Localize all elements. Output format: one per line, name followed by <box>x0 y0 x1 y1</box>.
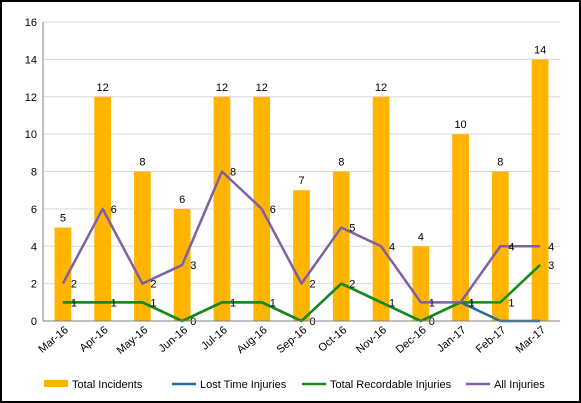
y-tick-label: 8 <box>31 167 37 179</box>
line-data-label: 1 <box>111 297 117 309</box>
line-data-label: 6 <box>111 204 117 216</box>
line-all-injuries <box>61 170 541 304</box>
line-data-label: 1 <box>429 297 435 309</box>
x-tick-label: Mar-16 <box>36 324 70 356</box>
x-tick-label: Sep-16 <box>275 324 310 356</box>
line-data-label: 4 <box>389 241 395 253</box>
y-tick-label: 0 <box>31 316 37 328</box>
y-tick-label: 2 <box>31 279 37 291</box>
bar-data-label: 14 <box>534 44 546 56</box>
x-tick-label: Feb-17 <box>474 324 508 356</box>
line-data-label: 1 <box>150 297 156 309</box>
x-tick-label: Dec-16 <box>394 324 429 356</box>
line-data-label: 3 <box>548 260 554 272</box>
line-data-label: 6 <box>270 204 276 216</box>
legend-label-total-incidents: Total Incidents <box>72 379 143 391</box>
line-data-label: 8 <box>230 167 236 179</box>
bar-total-incidents-Mar-16 <box>54 227 72 321</box>
bar-total-incidents-Mar-17 <box>531 59 549 321</box>
x-tick-label: May-16 <box>115 324 151 357</box>
line-data-label: 1 <box>508 297 514 309</box>
line-data-label: 0 <box>190 316 196 328</box>
x-tick-label: Oct-16 <box>316 324 349 354</box>
bar-total-incidents-May-16 <box>134 171 151 321</box>
bar-total-incidents-Jul-16 <box>213 96 231 321</box>
bar-total-incidents-Sep-16 <box>293 190 310 321</box>
bar-data-label: 12 <box>256 82 268 94</box>
bar-data-label: 12 <box>97 82 109 94</box>
line-data-label: 1 <box>469 297 475 309</box>
x-tick-label: Jul-16 <box>199 324 230 352</box>
line-data-label: 0 <box>429 316 435 328</box>
y-tick-label: 12 <box>25 92 37 104</box>
bar-data-label: 7 <box>298 175 304 187</box>
bar-total-incidents-Nov-16 <box>372 96 390 321</box>
line-data-label: 2 <box>310 279 316 291</box>
bar-total-incidents-Oct-16 <box>332 171 350 321</box>
line-data-label: 4 <box>548 241 554 253</box>
bar-data-label: 8 <box>497 157 503 169</box>
line-data-label: 1 <box>469 297 475 309</box>
line-data-label: 2 <box>150 279 156 291</box>
y-tick-label: 6 <box>31 204 37 216</box>
line-data-label: 4 <box>508 241 514 253</box>
legend-swatch-total-incidents <box>44 380 68 387</box>
x-tick-label: Nov-16 <box>354 324 389 356</box>
bar-data-label: 8 <box>338 157 344 169</box>
x-axis-ticks: Mar-16 Apr-16 May-16 Jun-16 Jul-16 Aug-16 Sep-… <box>36 324 548 357</box>
x-tick-label: Aug-16 <box>235 324 270 356</box>
line-data-label: 5 <box>349 223 355 235</box>
line-data-label: 1 <box>71 297 77 309</box>
x-tick-label: Apr-16 <box>78 324 111 354</box>
legend-label-total-recordable-injuries: Total Recordable Injuries <box>330 379 452 391</box>
y-axis-ticks: 0 2 4 6 8 10 12 14 16 <box>25 17 37 328</box>
line-data-label: 3 <box>190 260 196 272</box>
y-tick-label: 4 <box>31 241 37 253</box>
line-data-label: 0 <box>310 316 316 328</box>
x-tick-label: Jun-16 <box>157 324 190 355</box>
bar-data-label: 5 <box>60 213 66 225</box>
bar-data-label: 10 <box>454 119 466 131</box>
x-tick-label: Jan-17 <box>435 324 468 355</box>
line-data-label: 2 <box>349 279 355 291</box>
bar-data-label: 4 <box>418 231 424 243</box>
y-tick-label: 14 <box>25 54 37 66</box>
bar-data-label: 12 <box>375 82 387 94</box>
y-tick-label: 16 <box>25 17 37 29</box>
bar-data-label: 6 <box>179 194 185 206</box>
legend-label-lost-time-injuries: Lost Time Injuries <box>200 379 287 391</box>
bar-total-incidents-Dec-16 <box>412 246 430 321</box>
line-data-label: 1 <box>389 297 395 309</box>
line-data-label: 1 <box>230 297 236 309</box>
line-data-label: 2 <box>71 279 77 291</box>
y-tick-label: 10 <box>25 129 37 141</box>
bar-data-label: 8 <box>139 157 145 169</box>
legend-label-all-injuries: All Injuries <box>494 379 545 391</box>
bar-total-incidents-Jan-17 <box>452 134 469 321</box>
x-tick-label: Mar-17 <box>514 324 548 356</box>
line-data-label: 1 <box>270 297 276 309</box>
legend: Total Incidents Lost Time Injuries Total R… <box>44 379 545 391</box>
bar-data-label: 12 <box>216 82 228 94</box>
